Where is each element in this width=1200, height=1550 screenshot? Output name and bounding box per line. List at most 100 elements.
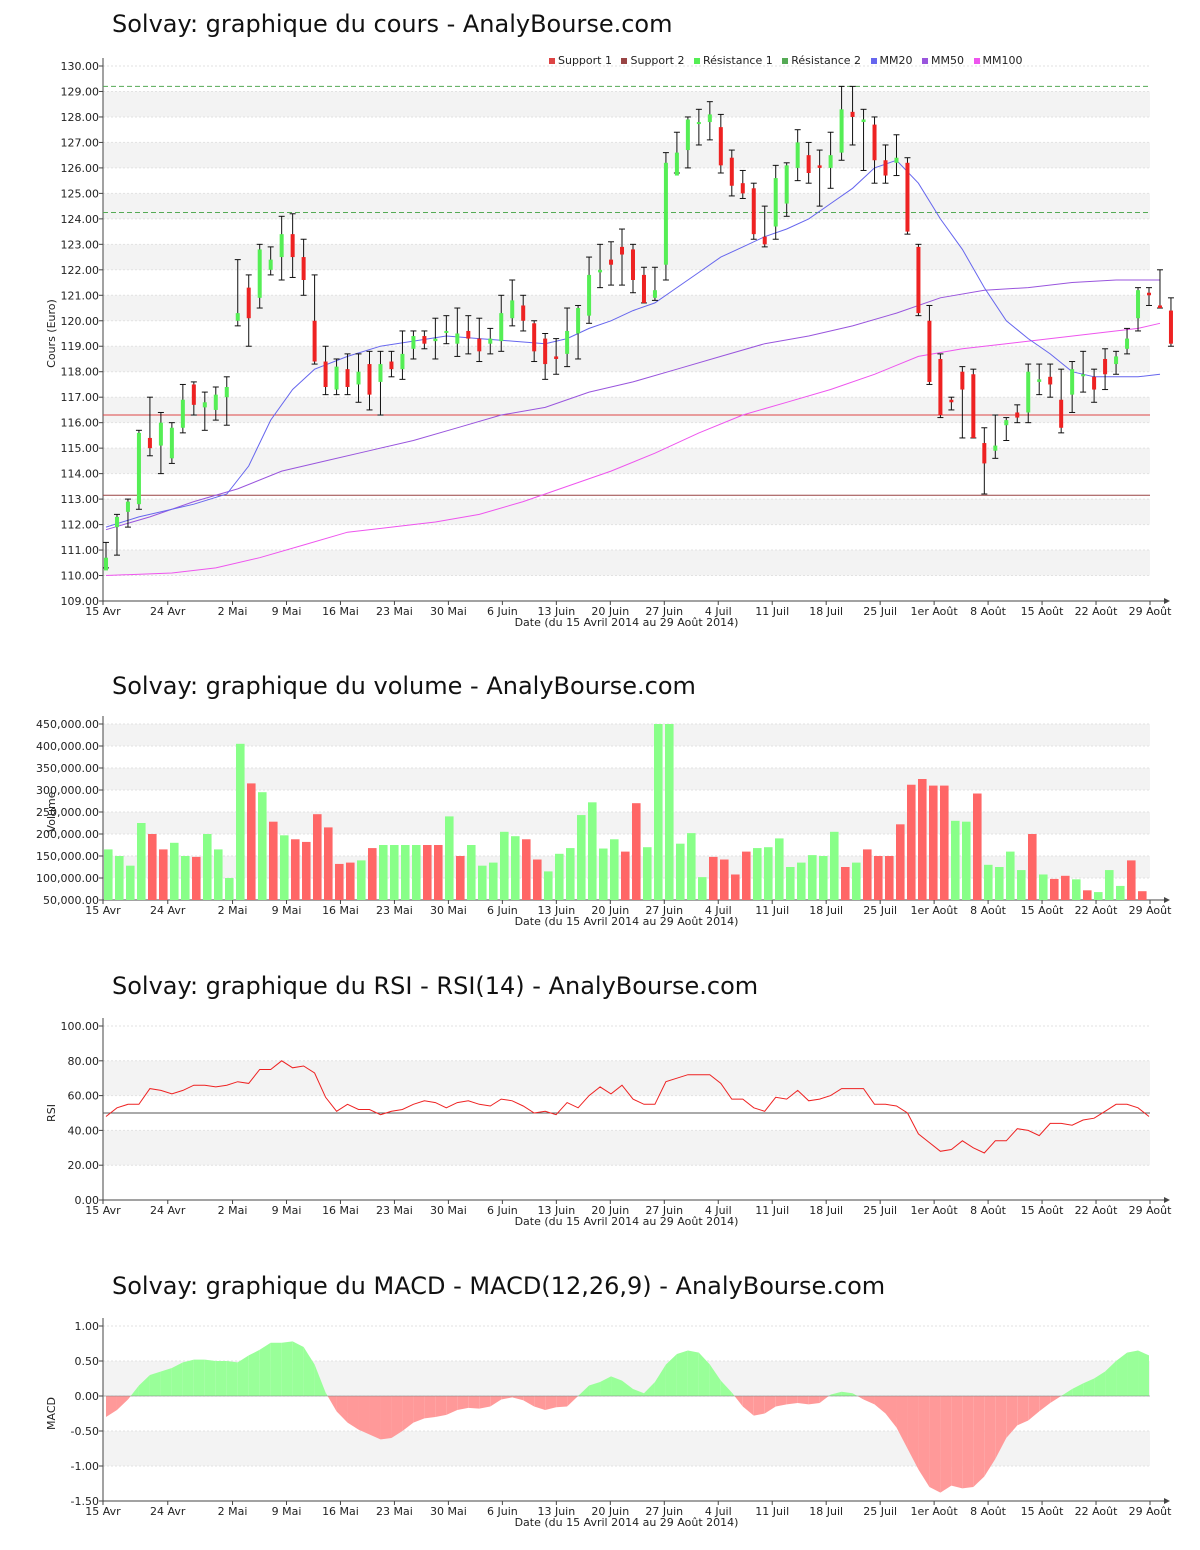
volume-bar — [1105, 870, 1114, 900]
rsi-xtick-label: 23 Mai — [376, 1204, 413, 1217]
macd-area-segment — [512, 1396, 524, 1401]
price-ytick-label: 113.00 — [61, 493, 100, 506]
candle-body — [598, 269, 603, 273]
rsi-xtick-label: 2 Mai — [218, 1204, 248, 1217]
rsi-xtick-label: 8 Août — [970, 1204, 1007, 1217]
volume-xtick-label: 24 Avr — [150, 904, 186, 917]
candle-body — [1136, 290, 1141, 319]
volume-xtick-label: 23 Mai — [376, 904, 413, 917]
macd-area-segment — [857, 1396, 864, 1400]
rsi-x-axis-title: Date (du 15 Avril 2014 au 29 Août 2014) — [515, 1215, 739, 1228]
volume-chart-title: Solvay: graphique du volume - AnalyBours… — [112, 672, 696, 700]
legend-resistance-2: Résistance 2 — [782, 54, 861, 67]
macd-area-segment — [127, 1396, 131, 1400]
price-band — [103, 448, 1150, 474]
rsi-xtick-label: 22 Août — [1075, 1204, 1119, 1217]
candle-body — [1147, 292, 1151, 296]
rsi-xtick-label: 9 Mai — [272, 1204, 302, 1217]
price-ytick-label: 121.00 — [61, 289, 100, 302]
candle-body — [246, 287, 251, 319]
macd-area-segment — [995, 1396, 1007, 1459]
rsi-chart-panel: Solvay: graphique du RSI - RSI(14) - Ana… — [0, 972, 1200, 1237]
candle-body — [444, 330, 449, 333]
rsi-xtick-label: 4 Juil — [705, 1204, 732, 1217]
volume-ytick-label: 200,000.00 — [36, 828, 99, 841]
rsi-xtick-label: 30 Mai — [430, 1204, 467, 1217]
volume-bar — [368, 848, 377, 900]
price-ytick-label: 126.00 — [61, 162, 100, 175]
macd-area-segment — [885, 1396, 897, 1428]
macd-area-segment — [1006, 1396, 1018, 1438]
candle-body — [290, 234, 295, 258]
macd-xtick-label: 4 Juil — [705, 1505, 732, 1518]
macd-area-segment — [1127, 1350, 1139, 1396]
macd-area-segment — [237, 1355, 249, 1396]
volume-band — [103, 724, 1150, 746]
rsi-xtick-label: 29 Août — [1129, 1204, 1173, 1217]
price-ytick-label: 122.00 — [61, 264, 100, 277]
macd-xtick-label: 23 Mai — [376, 1505, 413, 1518]
price-band — [103, 91, 1150, 117]
macd-area-segment — [1072, 1383, 1084, 1396]
volume-bar — [753, 848, 762, 900]
volume-bar — [401, 845, 410, 900]
rsi-xtick-label: 15 Avr — [85, 1204, 121, 1217]
macd-xtick-label: 15 Août — [1021, 1505, 1065, 1518]
candle-body — [850, 111, 855, 117]
volume-bar — [687, 833, 696, 900]
volume-xtick-label: 15 Août — [1021, 904, 1065, 917]
volume-ytick-label: 50,000.00 — [43, 894, 99, 907]
volume-bar — [159, 849, 168, 900]
macd-area-segment — [281, 1341, 293, 1396]
volume-bar — [896, 824, 905, 900]
macd-xtick-label: 29 Août — [1129, 1505, 1173, 1518]
candle-body — [532, 323, 537, 352]
macd-area-segment — [457, 1396, 469, 1410]
volume-xtick-label: 2 Mai — [218, 904, 248, 917]
volume-bar — [797, 862, 806, 900]
macd-area-segment — [1083, 1378, 1095, 1396]
price-ytick-label: 130.00 — [61, 60, 100, 73]
candle-body — [960, 371, 965, 390]
price-band — [103, 499, 1150, 525]
macd-chart-panel: Solvay: graphique du MACD - MACD(12,26,9… — [0, 1272, 1200, 1537]
volume-bar — [1050, 878, 1059, 900]
volume-bar — [764, 847, 773, 900]
volume-bar — [412, 845, 421, 900]
volume-bar — [709, 856, 718, 900]
macd-area-segment — [643, 1382, 655, 1396]
candle-body — [565, 330, 570, 354]
volume-bar — [863, 849, 872, 900]
volume-xtick-label: 6 Juin — [487, 904, 518, 917]
volume-bar — [357, 860, 366, 900]
macd-xtick-label: 1er Août — [911, 1505, 959, 1518]
volume-bar — [1017, 870, 1026, 900]
volume-bar — [951, 820, 960, 900]
price-ytick-label: 124.00 — [61, 213, 100, 226]
macd-area-segment — [336, 1396, 348, 1423]
volume-bar — [566, 848, 575, 900]
volume-bar — [1028, 834, 1037, 900]
volume-y-axis-title: Volume — [45, 791, 58, 832]
macd-area-segment — [632, 1389, 644, 1396]
volume-bar — [533, 859, 542, 900]
price-xtick-label: 8 Août — [970, 605, 1007, 618]
volume-bar — [280, 835, 289, 900]
volume-bar — [874, 856, 883, 900]
macd-area-segment — [1138, 1350, 1149, 1396]
macd-area-segment — [215, 1361, 227, 1396]
volume-ytick-label: 350,000.00 — [36, 762, 99, 775]
candle-body — [685, 119, 690, 151]
volume-bar — [852, 862, 861, 900]
macd-area-segment — [402, 1396, 414, 1431]
candle-body — [1103, 358, 1108, 375]
candle-body — [1048, 376, 1053, 385]
price-xtick-label: 25 Juil — [863, 605, 897, 618]
macd-area-segment — [841, 1391, 853, 1396]
price-ytick-label: 110.00 — [61, 570, 100, 583]
rsi-xtick-label: 15 Août — [1021, 1204, 1065, 1217]
macd-xtick-label: 16 Mai — [322, 1505, 359, 1518]
macd-x-axis-title: Date (du 15 Avril 2014 au 29 Août 2014) — [515, 1516, 739, 1529]
candle-body — [202, 402, 207, 408]
macd-area-segment — [907, 1396, 919, 1470]
